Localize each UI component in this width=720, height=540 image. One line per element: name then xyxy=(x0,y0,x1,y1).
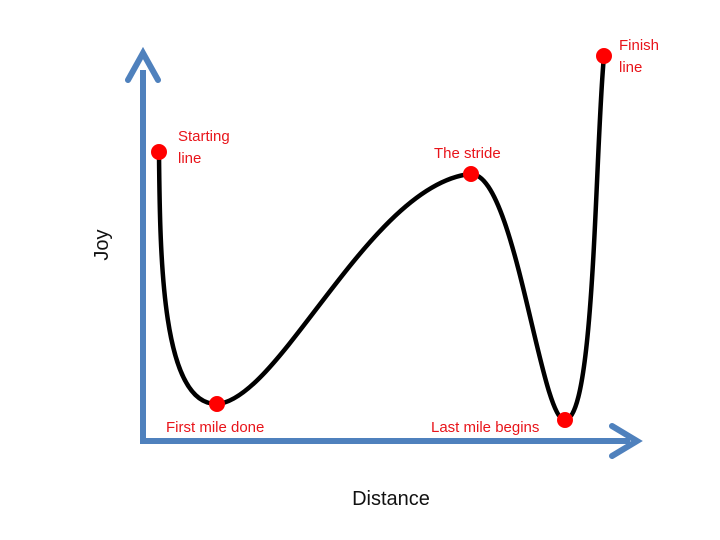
y-axis-label: Joy xyxy=(91,229,113,260)
starting-line-marker xyxy=(151,144,167,160)
last-mile-begins-marker xyxy=(557,412,573,428)
last-mile-begins-label: Last mile begins xyxy=(431,419,539,436)
x-axis xyxy=(140,423,643,459)
the-stride-label: The stride xyxy=(434,145,501,162)
first-mile-done-marker xyxy=(209,396,225,412)
finish-line-label-line-1: Finish xyxy=(619,37,659,54)
joy-curve xyxy=(156,53,607,423)
finish-line-label-line-2: line xyxy=(619,59,642,76)
starting-line-label-line-1: Starting xyxy=(178,128,230,145)
x-axis-label: Distance xyxy=(352,488,430,510)
curve-points xyxy=(151,48,612,428)
finish-line-marker xyxy=(596,48,612,64)
y-axis-arrowhead xyxy=(125,46,161,83)
the-stride-marker xyxy=(463,166,479,182)
y-axis xyxy=(125,46,161,444)
finish-line-label: Finish line xyxy=(619,37,663,76)
x-axis-arrowhead xyxy=(609,423,643,459)
starting-line-label: Starting line xyxy=(178,128,234,167)
point-labels: Starting line First mile done The stride… xyxy=(166,37,663,436)
starting-line-label-line-2: line xyxy=(178,150,201,167)
first-mile-done-label: First mile done xyxy=(166,419,264,436)
